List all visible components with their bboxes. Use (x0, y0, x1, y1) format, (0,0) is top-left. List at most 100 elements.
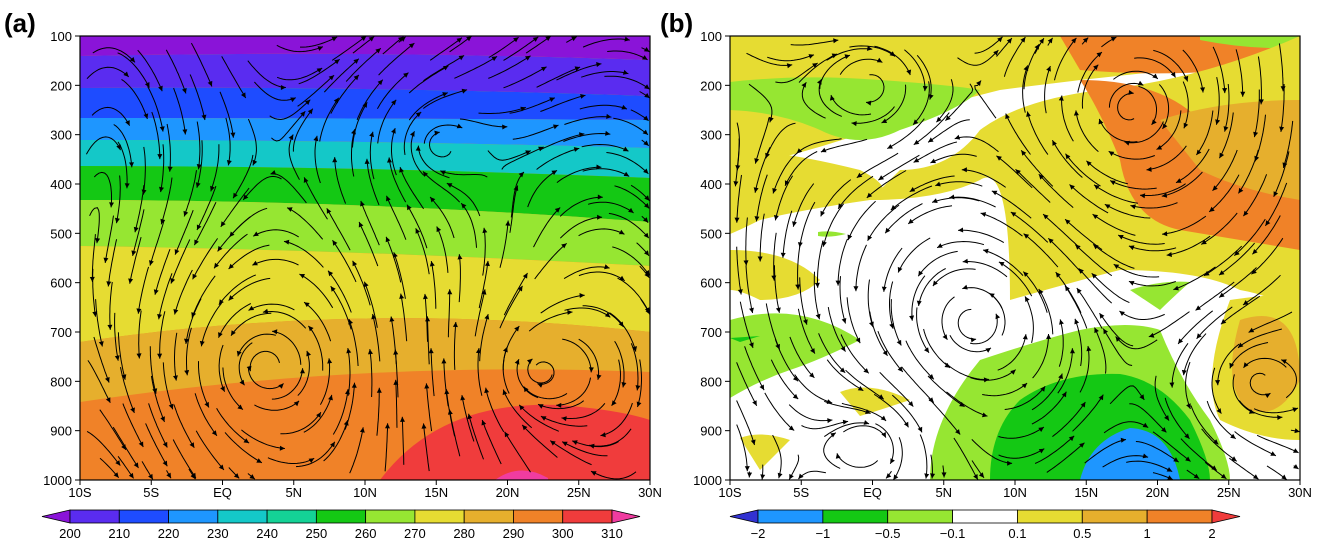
streamline-arrowhead (527, 358, 533, 364)
streamline-arrowhead (124, 183, 130, 189)
x-tick-label: 5N (935, 485, 952, 500)
streamline (1128, 245, 1177, 252)
streamline (502, 389, 533, 429)
streamline (408, 92, 448, 121)
streamline-arrowhead (937, 243, 943, 248)
x-tick-label: 20N (1146, 485, 1170, 500)
streamline-arrowhead (808, 54, 814, 59)
streamline (503, 36, 539, 61)
streamline (154, 249, 171, 295)
streamline-arrowhead (461, 88, 468, 94)
streamline-arrowhead (243, 194, 249, 200)
streamline-arrowhead (835, 280, 841, 286)
streamline-arrowhead (760, 474, 766, 480)
streamline (578, 338, 600, 380)
y-tick-label: 200 (50, 78, 72, 93)
streamline-arrowhead (440, 170, 446, 176)
streamline-arrowhead (360, 200, 365, 207)
panel-b-streamlines (733, 36, 1300, 480)
streamline-arrowhead (1093, 244, 1099, 250)
streamline (116, 175, 121, 224)
streamline-arrowhead (1061, 391, 1067, 398)
streamline-arrowhead (573, 147, 580, 152)
streamline (1074, 318, 1083, 367)
streamline-arrowhead (1170, 71, 1176, 78)
streamline (248, 303, 295, 311)
streamline-arrowhead (797, 242, 803, 248)
streamline (410, 131, 425, 176)
streamline-arrowhead (1010, 212, 1017, 217)
colorbar-segment (365, 509, 416, 524)
streamline-arrowhead (123, 71, 129, 77)
streamline-arrowhead (1204, 270, 1210, 276)
streamline (837, 238, 848, 286)
streamline (93, 336, 110, 383)
streamline (1161, 171, 1203, 197)
streamline-arrowhead (1104, 204, 1111, 209)
streamline-arrowhead (199, 340, 205, 347)
streamline (349, 427, 364, 474)
streamline-arrowhead (941, 472, 947, 478)
streamline (283, 240, 324, 268)
streamline-arrowhead (882, 350, 888, 356)
streamline (237, 333, 277, 357)
streamline-arrowhead (421, 423, 427, 429)
streamline (1076, 287, 1103, 329)
y-tick-label: 100 (700, 29, 722, 44)
streamline-arrowhead (896, 339, 902, 346)
streamline (114, 312, 119, 361)
streamline-arrowhead (623, 171, 630, 177)
streamline-arrowhead (930, 473, 936, 479)
streamline-arrowhead (288, 134, 294, 141)
streamline-arrowhead (1196, 333, 1202, 339)
streamline-arrowhead (1173, 285, 1179, 291)
streamline (796, 138, 842, 154)
streamline-arrowhead (1086, 346, 1092, 352)
streamline-arrowhead (749, 342, 754, 348)
streamline-arrowhead (932, 198, 938, 203)
streamline-arrowhead (876, 57, 883, 63)
streamline-arrowhead (1038, 174, 1044, 180)
streamline (429, 37, 463, 61)
streamline (988, 292, 1006, 336)
streamline (564, 116, 612, 125)
streamline-arrowhead (643, 232, 649, 239)
streamline-arrowhead (1270, 451, 1276, 456)
streamline-arrowhead (423, 293, 428, 300)
streamline-arrowhead (1220, 319, 1227, 325)
streamline (406, 204, 428, 249)
streamline (1079, 345, 1090, 393)
streamline-arrowhead (574, 66, 581, 72)
streamline-arrowhead (136, 353, 142, 359)
streamline-arrowhead (103, 257, 109, 263)
streamline (536, 147, 580, 170)
streamline-arrowhead (913, 119, 919, 125)
streamline-arrowhead (504, 431, 510, 438)
streamline (927, 119, 970, 143)
panel-b-y-axis: 100 200 300 400 500 600 700 800 900 1000 (693, 29, 730, 488)
streamline (826, 359, 864, 392)
streamline (1117, 92, 1135, 121)
streamline-arrowhead (995, 313, 1001, 320)
streamline-arrowhead (1128, 281, 1135, 286)
streamline-arrowhead (737, 289, 743, 295)
streamline-arrowhead (1273, 191, 1279, 197)
streamline-arrowhead (1023, 65, 1029, 71)
streamline (982, 382, 1028, 397)
streamline (1058, 319, 1064, 367)
streamline (582, 38, 630, 48)
streamline (323, 420, 349, 462)
streamline (112, 426, 139, 469)
streamline-arrowhead (330, 286, 336, 292)
y-tick-label: 300 (700, 128, 722, 143)
streamline (198, 361, 210, 408)
colorbar-segment (757, 509, 824, 524)
streamline-arrowhead (332, 240, 338, 246)
streamline (744, 346, 765, 391)
streamline-arrowhead (1039, 38, 1044, 44)
streamline-arrowhead (540, 416, 547, 421)
streamline-arrowhead (532, 36, 539, 42)
streamline (840, 334, 870, 374)
streamline-arrowhead (775, 307, 781, 313)
streamline (772, 152, 798, 194)
